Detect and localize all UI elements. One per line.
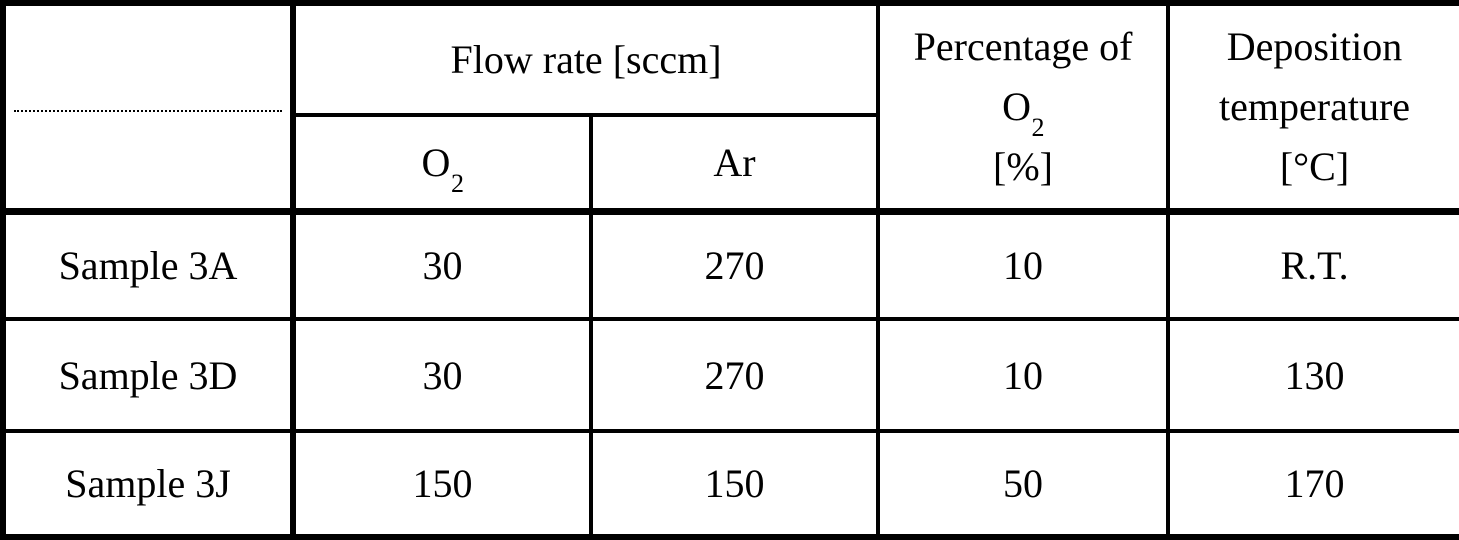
o2-percentage-cell: 10 bbox=[876, 317, 1171, 433]
table-row-sample-3j: Sample 3J 150 150 50 170 bbox=[1, 429, 1459, 539]
percentage-header-o2: O2 bbox=[1002, 83, 1045, 143]
o2-percentage-cell: 10 bbox=[876, 209, 1171, 321]
percentage-header-unit: [%] bbox=[993, 143, 1053, 189]
ar-flow-cell: 270 bbox=[588, 209, 881, 321]
sample-name-cell: Sample 3A bbox=[1, 209, 296, 321]
deposition-header-unit: [°C] bbox=[1279, 143, 1350, 189]
table-row-sample-3a: Sample 3A 30 270 10 R.T. bbox=[1, 209, 1459, 321]
table-row-sample-3d: Sample 3D 30 270 10 130 bbox=[1, 317, 1459, 433]
ar-flow-cell: 150 bbox=[588, 429, 881, 539]
o2-column-header: O2 bbox=[291, 113, 593, 215]
ar-column-header: Ar bbox=[588, 113, 881, 215]
flow-rate-group-label: Flow rate [sccm] bbox=[450, 37, 722, 82]
percentage-o2-header: Percentage of O2 [%] bbox=[876, 1, 1171, 215]
deposition-temperature-header: Deposition temperature [°C] bbox=[1166, 1, 1459, 215]
header-row-2: O2 Ar bbox=[3, 113, 1459, 215]
o2-flow-cell: 30 bbox=[291, 209, 593, 321]
sample-name-cell: Sample 3J bbox=[1, 429, 296, 539]
sample-name-cell: Sample 3D bbox=[1, 317, 296, 433]
deposition-temperature-cell: 130 bbox=[1166, 317, 1459, 433]
o2-percentage-cell: 50 bbox=[876, 429, 1171, 539]
o2-column-label: O2 bbox=[421, 139, 464, 199]
flow-rate-group-header: Flow rate [sccm] bbox=[290, 1, 881, 117]
o2-flow-cell: 150 bbox=[291, 429, 593, 539]
deposition-temperature-cell: 170 bbox=[1166, 429, 1459, 539]
header-row-1: Flow rate [sccm] Percentage of O2 [%] De… bbox=[1, 1, 1459, 215]
ar-column-label: Ar bbox=[713, 139, 756, 185]
deposition-temperature-cell: R.T. bbox=[1166, 209, 1459, 321]
dotted-divider bbox=[14, 110, 282, 112]
deposition-header-line1: Deposition bbox=[1226, 23, 1403, 69]
o2-flow-cell: 30 bbox=[291, 317, 593, 433]
deposition-header-line2: temperature bbox=[1219, 83, 1411, 129]
percentage-header-line1: Percentage of bbox=[913, 23, 1133, 69]
ar-flow-cell: 270 bbox=[588, 317, 881, 433]
corner-cell bbox=[1, 1, 296, 215]
